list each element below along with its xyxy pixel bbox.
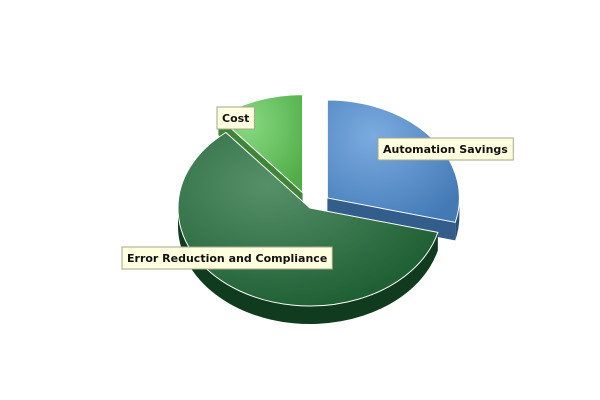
pie-label-text: Cost bbox=[222, 112, 249, 125]
pie-slice-side bbox=[455, 197, 460, 241]
pie-label-text: Error Reduction and Compliance bbox=[127, 252, 327, 265]
pie-label-2: Cost bbox=[216, 106, 255, 130]
pie-labels: Automation Savings Error Reduction and Co… bbox=[121, 106, 514, 270]
pie-label-0: Automation Savings bbox=[377, 137, 514, 161]
pie-label-box bbox=[377, 137, 514, 161]
pie-label-box bbox=[216, 106, 255, 130]
pie-label-box bbox=[121, 246, 333, 270]
pie-label-text: Automation Savings bbox=[383, 143, 508, 156]
pie-slice-side bbox=[177, 208, 438, 325]
pie-label-1: Error Reduction and Compliance bbox=[121, 246, 333, 270]
